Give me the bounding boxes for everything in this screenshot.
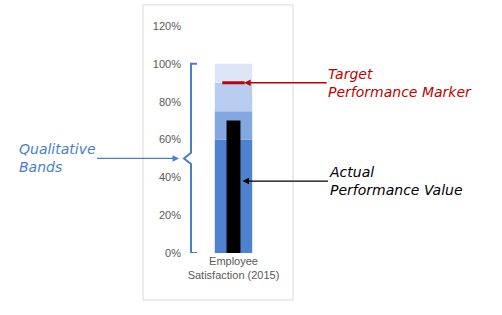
svg-text:EmployeeSatisfaction (2015): EmployeeSatisfaction (2015) [188, 255, 280, 281]
svg-text:40%: 40% [159, 171, 181, 183]
svg-text:20%: 20% [159, 209, 181, 221]
svg-text:ActualPerformance Value: ActualPerformance Value [329, 164, 463, 198]
svg-text:60%: 60% [159, 133, 181, 145]
svg-text:QualitativeBands: QualitativeBands [19, 141, 96, 175]
svg-text:0%: 0% [165, 247, 181, 259]
svg-text:100%: 100% [153, 58, 181, 70]
svg-text:TargetPerformance Marker: TargetPerformance Marker [328, 66, 472, 100]
svg-text:80%: 80% [159, 96, 181, 108]
svg-text:120%: 120% [153, 20, 181, 32]
